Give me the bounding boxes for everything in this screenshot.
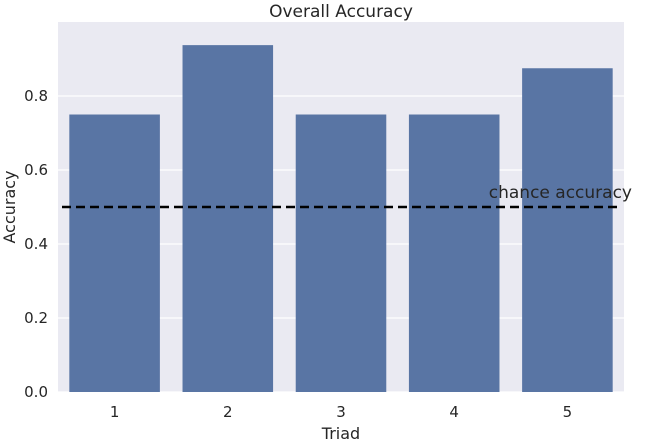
bar [69,114,160,392]
reference-line-label: chance accuracy [489,183,632,203]
bar [408,114,500,392]
y-tick-label: 0.6 [24,161,48,179]
y-tick-label: 0.4 [24,235,48,253]
y-axis-title: Accuracy [0,170,19,243]
x-axis-title: Triad [321,424,360,440]
x-axis-ticks: 1 2 3 4 5 [110,403,572,421]
x-tick-label: 2 [223,403,233,421]
x-tick-label: 1 [110,403,120,421]
y-tick-label: 0.8 [24,87,48,105]
chart-title: Overall Accuracy [269,2,413,22]
bar [522,68,613,392]
bar [182,45,274,392]
x-tick-label: 4 [449,403,459,421]
x-tick-label: 3 [336,403,346,421]
x-tick-label: 5 [563,403,573,421]
y-tick-label: 0.2 [24,309,48,327]
y-tick-label: 0.0 [24,383,48,401]
bar [295,114,387,392]
bars [69,45,613,392]
y-axis-ticks: 0.0 0.2 0.4 0.6 0.8 [24,87,48,401]
